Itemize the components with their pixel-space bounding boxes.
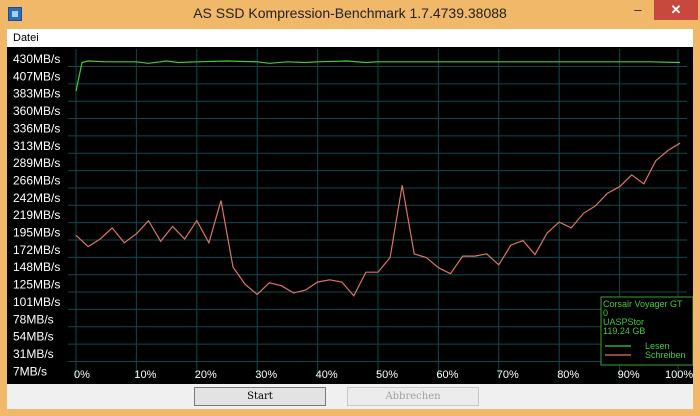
compression-chart: 430MB/s 407MB/s 383MB/s 360MB/s 336MB/s 313MB… — [7, 47, 693, 384]
x-tick-label: 50% — [376, 369, 398, 381]
legend-device-text: Corsair Voyager GT — [603, 299, 683, 309]
y-tick-label: 148MB/s — [13, 260, 60, 274]
x-tick-label: 90% — [618, 369, 640, 381]
legend-device-text: 119.24 GB — [603, 326, 645, 336]
x-tick-label: 40% — [316, 369, 338, 381]
y-tick-label: 407MB/s — [13, 69, 60, 83]
y-tick-label: 430MB/s — [13, 52, 60, 66]
y-tick-label: 336MB/s — [13, 121, 60, 135]
client-area: Datei 430MB/s 407MB/s 383MB/s 360MB/s 336MB/… — [7, 29, 693, 409]
app-icon — [8, 7, 22, 21]
y-tick-label: 31MB/s — [13, 347, 54, 361]
title-bar[interactable]: AS SSD Kompression-Benchmark 1.7.4739.38… — [0, 0, 700, 29]
legend-box — [600, 296, 693, 366]
abort-button[interactable]: Abbrechen — [347, 387, 479, 406]
x-tick-label: 80% — [557, 369, 579, 381]
y-tick-label: 172MB/s — [13, 243, 60, 257]
menu-item-datei[interactable]: Datei — [13, 32, 39, 44]
x-tick-label: 0% — [74, 369, 90, 381]
x-tick-label: 30% — [255, 369, 277, 381]
y-tick-label: 125MB/s — [13, 278, 60, 292]
y-tick-label: 78MB/s — [13, 312, 54, 326]
x-tick-label: 10% — [134, 369, 156, 381]
y-tick-label: 266MB/s — [13, 173, 60, 187]
y-tick-label: 7MB/s — [13, 364, 47, 378]
x-tick-label: 60% — [436, 369, 458, 381]
menu-bar: Datei — [7, 29, 693, 47]
y-tick-label: 383MB/s — [13, 87, 60, 101]
chart-svg: 430MB/s 407MB/s 383MB/s 360MB/s 336MB/s 313MB… — [13, 49, 693, 381]
window-title: AS SSD Kompression-Benchmark 1.7.4739.38… — [193, 5, 507, 21]
x-tick-label: 100% — [665, 369, 693, 381]
write-series-line — [75, 142, 681, 297]
y-tick-label: 54MB/s — [13, 330, 54, 344]
x-tick-label: 70% — [497, 369, 519, 381]
read-series-line — [75, 60, 681, 92]
legend-device-text: UASPStor — [603, 317, 644, 327]
legend-device-text: 0 — [603, 308, 608, 318]
y-tick-label: 313MB/s — [13, 139, 60, 153]
y-tick-label: 289MB/s — [13, 156, 60, 170]
y-tick-label: 101MB/s — [13, 295, 60, 309]
legend-read-label: Lesen — [645, 341, 670, 351]
y-tick-label: 242MB/s — [13, 191, 60, 205]
start-button[interactable]: Start — [194, 387, 326, 406]
y-tick-label: 219MB/s — [13, 208, 60, 222]
y-tick-label: 195MB/s — [13, 226, 60, 240]
close-button[interactable]: ✕ — [654, 0, 698, 20]
minimize-button[interactable]: – — [634, 2, 642, 17]
y-tick-label: 360MB/s — [13, 104, 60, 118]
legend-write-label: Schreiben — [645, 350, 686, 360]
x-tick-label: 20% — [195, 369, 217, 381]
